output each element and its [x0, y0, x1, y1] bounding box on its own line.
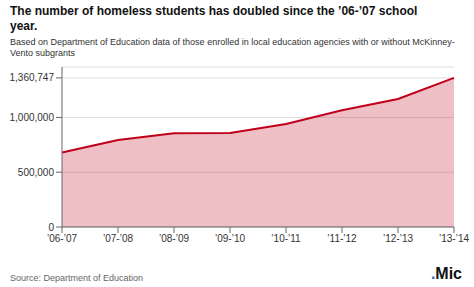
svg-text:1,360,747: 1,360,747 — [10, 72, 55, 83]
svg-text:’10-’11: ’10-’11 — [271, 233, 301, 244]
svg-text:0: 0 — [48, 222, 54, 233]
svg-text:’08-’09: ’08-’09 — [159, 233, 189, 244]
svg-text:’09-’10: ’09-’10 — [215, 233, 245, 244]
svg-text:’13-’14: ’13-’14 — [439, 233, 466, 244]
html-text:. Mic: . Mic — [430, 265, 462, 282]
html-text:Source: Department of Educatio: Source: Department of Education — [10, 273, 144, 283]
svg-text:500,000: 500,000 — [18, 167, 55, 178]
svg-text:1,000,000: 1,000,000 — [10, 112, 55, 123]
html-text:The number of homeless student: The number of homeless students has doub… — [10, 4, 418, 18]
svg-text:’11-’12: ’11-’12 — [327, 233, 357, 244]
svg-text:’06-’07: ’06-’07 — [47, 233, 77, 244]
html-text:Based on Department of Educati: Based on Department of Education data of… — [10, 37, 455, 58]
svg-text:’12-’13: ’12-’13 — [383, 233, 413, 244]
svg-text:’07-’08: ’07-’08 — [103, 233, 133, 244]
html-text:year.: year. — [10, 19, 38, 33]
